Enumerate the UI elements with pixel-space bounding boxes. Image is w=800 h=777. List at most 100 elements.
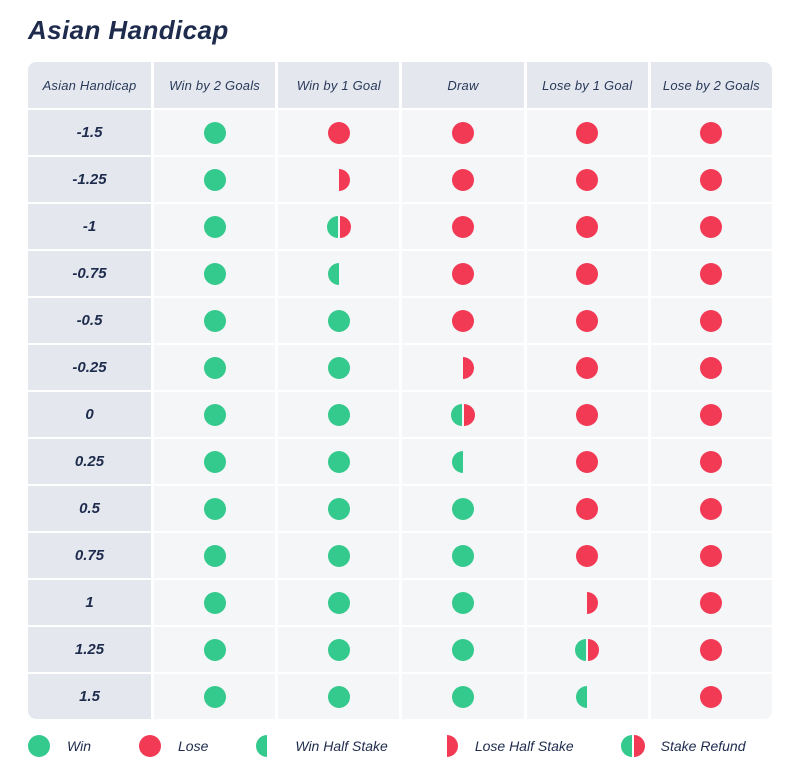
outcome-cell bbox=[650, 251, 772, 296]
legend: Win Lose Win Half Stake Lose Half Stake Stak… bbox=[28, 735, 772, 757]
win-half-icon bbox=[576, 685, 598, 708]
outcome-cell bbox=[154, 298, 276, 343]
outcome-cell bbox=[402, 580, 524, 625]
outcome-cell bbox=[278, 298, 400, 343]
outcome-cell bbox=[278, 110, 400, 155]
outcome-cell bbox=[526, 110, 648, 155]
handicap-value: 0.25 bbox=[28, 439, 151, 484]
win-icon bbox=[327, 685, 350, 708]
lose-icon bbox=[576, 403, 599, 426]
lose-icon bbox=[576, 121, 599, 144]
outcome-cell bbox=[526, 251, 648, 296]
handicap-table: Asian Handicap Win by 2 Goals Win by 1 Goa… bbox=[28, 62, 772, 719]
outcome-cell bbox=[650, 674, 772, 719]
outcome-cell bbox=[526, 157, 648, 202]
win-icon bbox=[451, 638, 474, 661]
win-icon bbox=[327, 450, 350, 473]
lose-half-icon bbox=[328, 168, 350, 191]
outcome-cell bbox=[650, 298, 772, 343]
win-icon bbox=[203, 121, 226, 144]
legend-item-refund: Stake Refund bbox=[620, 735, 746, 757]
outcome-cell bbox=[154, 110, 276, 155]
lose-icon bbox=[139, 735, 161, 757]
outcome-cell bbox=[402, 439, 524, 484]
refund-icon bbox=[620, 735, 645, 757]
lose-icon bbox=[700, 591, 723, 614]
asian-handicap-infographic: Asian Handicap Asian Handicap Win by 2 Go… bbox=[28, 0, 772, 757]
lose-icon bbox=[327, 121, 350, 144]
outcome-cell bbox=[402, 533, 524, 578]
outcome-cell bbox=[402, 110, 524, 155]
outcome-cell bbox=[154, 674, 276, 719]
handicap-table-wrapper: Asian Handicap Win by 2 Goals Win by 1 Goa… bbox=[28, 62, 772, 719]
handicap-value: 1.25 bbox=[28, 627, 151, 672]
outcome-cell bbox=[154, 580, 276, 625]
lose-icon bbox=[700, 450, 723, 473]
outcome-cell bbox=[526, 580, 648, 625]
outcome-cell bbox=[402, 674, 524, 719]
win-icon bbox=[203, 450, 226, 473]
outcome-cell bbox=[154, 392, 276, 437]
outcome-cell bbox=[278, 627, 400, 672]
win-half-icon bbox=[327, 262, 350, 285]
win-icon bbox=[327, 544, 350, 567]
column-header: Win by 1 Goal bbox=[278, 62, 400, 108]
win-icon bbox=[203, 497, 226, 520]
win-icon bbox=[203, 591, 226, 614]
handicap-value: 1.5 bbox=[28, 674, 151, 719]
outcome-cell bbox=[154, 533, 276, 578]
win-icon bbox=[203, 309, 226, 332]
outcome-cell bbox=[526, 533, 648, 578]
outcome-cell bbox=[154, 627, 276, 672]
lose-icon bbox=[700, 356, 723, 379]
win-icon bbox=[203, 356, 226, 379]
lose-icon bbox=[700, 403, 723, 426]
column-header: Win by 2 Goals bbox=[154, 62, 276, 108]
lose-icon bbox=[576, 168, 599, 191]
lose-icon bbox=[576, 356, 599, 379]
outcome-cell bbox=[154, 251, 276, 296]
outcome-cell bbox=[278, 345, 400, 390]
outcome-cell bbox=[402, 345, 524, 390]
win-icon bbox=[327, 403, 350, 426]
outcome-cell bbox=[278, 486, 400, 531]
win-icon bbox=[327, 309, 350, 332]
legend-label: Lose bbox=[178, 738, 209, 754]
win-icon bbox=[451, 544, 474, 567]
win-icon bbox=[203, 215, 226, 238]
win-icon bbox=[327, 638, 350, 661]
outcome-cell bbox=[650, 533, 772, 578]
lose-icon bbox=[576, 215, 599, 238]
win-icon bbox=[451, 497, 474, 520]
legend-label: Win Half Stake bbox=[295, 738, 388, 754]
outcome-cell bbox=[278, 533, 400, 578]
outcome-cell bbox=[154, 345, 276, 390]
win-icon bbox=[203, 403, 226, 426]
outcome-cell bbox=[526, 345, 648, 390]
outcome-cell bbox=[650, 345, 772, 390]
outcome-cell bbox=[526, 486, 648, 531]
win-icon bbox=[327, 591, 350, 614]
outcome-cell bbox=[402, 486, 524, 531]
outcome-cell bbox=[278, 392, 400, 437]
lose-icon bbox=[451, 121, 474, 144]
outcome-cell bbox=[402, 298, 524, 343]
outcome-cell bbox=[650, 392, 772, 437]
outcome-cell bbox=[402, 204, 524, 249]
lose-icon bbox=[576, 544, 599, 567]
lose-half-icon bbox=[436, 735, 458, 757]
lose-icon bbox=[700, 262, 723, 285]
lose-icon bbox=[700, 685, 723, 708]
legend-item-win-half: Win Half Stake bbox=[256, 735, 388, 757]
outcome-cell bbox=[526, 439, 648, 484]
win-icon bbox=[203, 638, 226, 661]
handicap-value: -1 bbox=[28, 204, 151, 249]
outcome-cell bbox=[526, 298, 648, 343]
lose-icon bbox=[700, 215, 723, 238]
outcome-cell bbox=[154, 439, 276, 484]
outcome-cell bbox=[278, 157, 400, 202]
lose-icon bbox=[576, 262, 599, 285]
lose-icon bbox=[451, 168, 474, 191]
lose-icon bbox=[576, 309, 599, 332]
win-icon bbox=[327, 356, 350, 379]
